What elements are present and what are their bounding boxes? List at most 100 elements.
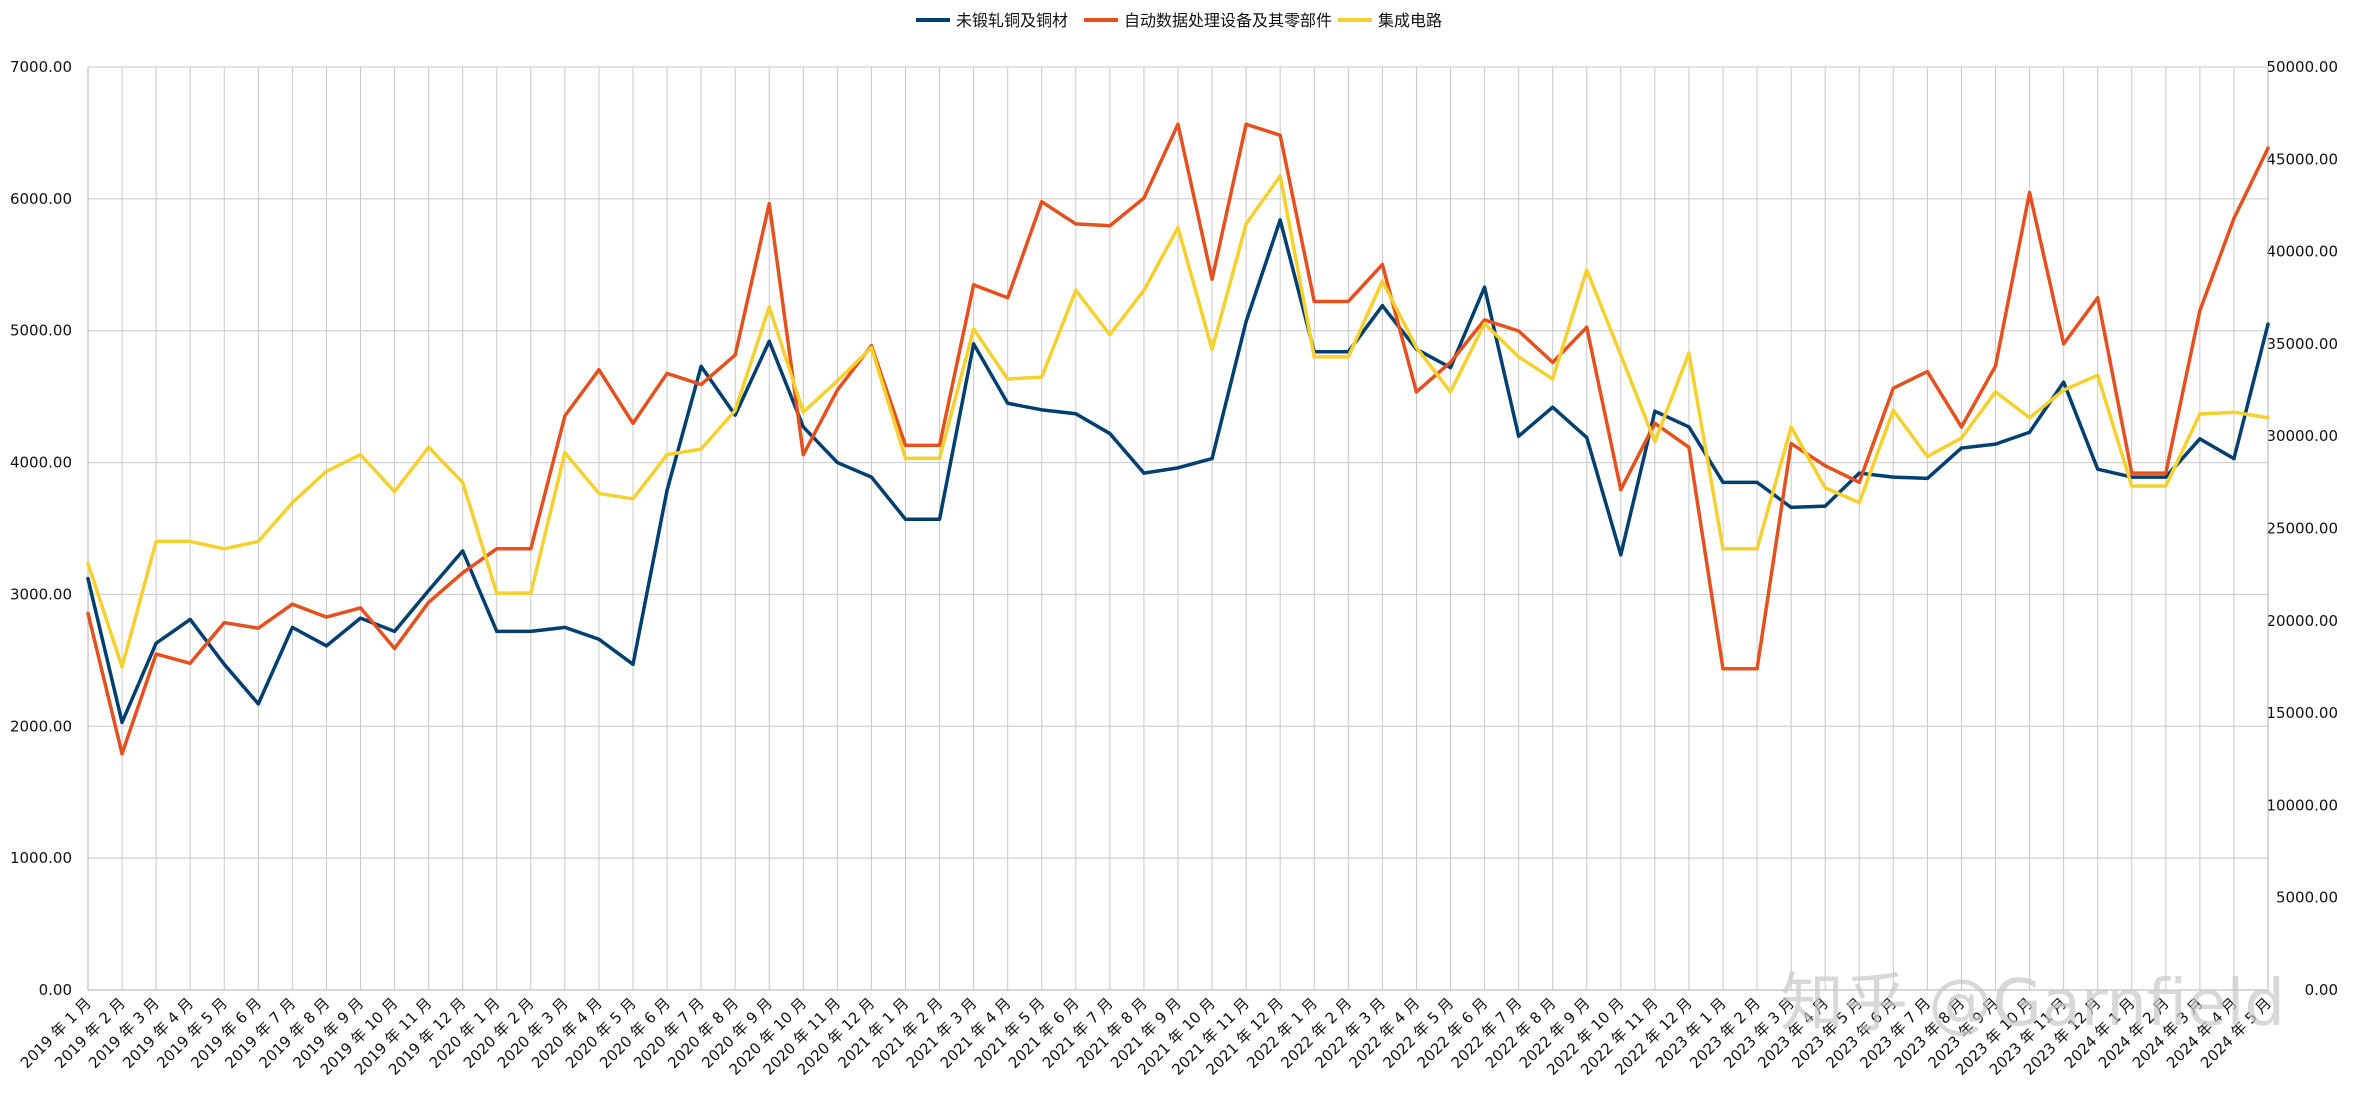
data-point bbox=[358, 616, 363, 620]
data-point bbox=[427, 445, 431, 449]
data-point bbox=[2027, 190, 2032, 195]
y-right-tick-label: 35000.00 bbox=[2266, 335, 2338, 353]
data-point bbox=[290, 625, 294, 629]
data-point bbox=[2027, 430, 2032, 434]
data-point bbox=[461, 571, 465, 575]
data-point bbox=[2096, 373, 2100, 377]
data-point bbox=[120, 665, 124, 669]
data-point bbox=[1142, 288, 1146, 292]
data-point bbox=[427, 588, 431, 593]
data-point bbox=[1108, 431, 1112, 436]
legend-label: 未锻轧铜及铜材 bbox=[956, 11, 1068, 30]
data-point bbox=[392, 489, 397, 494]
data-point bbox=[665, 371, 669, 376]
data-point bbox=[1721, 547, 1725, 551]
data-point bbox=[869, 345, 874, 350]
data-point bbox=[358, 606, 363, 610]
data-point bbox=[495, 547, 499, 551]
data-point bbox=[290, 501, 294, 505]
watermark-text: 知乎 @Garnfield bbox=[1780, 967, 2285, 1041]
data-point bbox=[1108, 333, 1112, 337]
data-point bbox=[1040, 408, 1044, 412]
y-left-tick-label: 5000.00 bbox=[10, 322, 72, 340]
data-point bbox=[1857, 471, 1861, 475]
data-point bbox=[1619, 353, 1623, 357]
data-point bbox=[1346, 355, 1350, 359]
data-point bbox=[1380, 304, 1384, 308]
data-point bbox=[801, 410, 805, 414]
data-point bbox=[1414, 390, 1419, 394]
data-point bbox=[2164, 484, 2168, 488]
data-point bbox=[1823, 504, 1827, 508]
data-point bbox=[835, 388, 839, 392]
data-point bbox=[1210, 457, 1214, 461]
data-point bbox=[461, 549, 465, 553]
data-point bbox=[120, 720, 124, 724]
data-point bbox=[767, 339, 771, 343]
data-point bbox=[222, 621, 226, 625]
data-point bbox=[699, 382, 703, 387]
gridlines bbox=[87, 66, 2269, 991]
legend-label: 自动数据处理设备及其零部件 bbox=[1124, 11, 1332, 30]
data-point bbox=[767, 305, 771, 309]
data-point bbox=[1857, 501, 1861, 505]
y-right-tick-label: 10000.00 bbox=[2266, 796, 2338, 814]
data-point bbox=[2232, 457, 2236, 461]
y-left-tick-label: 0.00 bbox=[39, 981, 72, 999]
data-point bbox=[972, 327, 976, 331]
data-point bbox=[1891, 408, 1895, 412]
data-point bbox=[597, 637, 601, 641]
y-right-tick-label: 50000.00 bbox=[2266, 58, 2338, 76]
data-point bbox=[2198, 437, 2202, 441]
data-point bbox=[1789, 441, 1793, 446]
data-point bbox=[1517, 434, 1521, 438]
data-point bbox=[972, 342, 976, 346]
data-point bbox=[1006, 401, 1010, 405]
data-point bbox=[2232, 410, 2236, 414]
data-point bbox=[1380, 279, 1384, 283]
y-right-tick-label: 25000.00 bbox=[2266, 520, 2338, 538]
data-point bbox=[1244, 222, 1248, 226]
data-point bbox=[1925, 476, 1929, 480]
data-point bbox=[1823, 486, 1827, 490]
data-point bbox=[597, 368, 601, 372]
data-point bbox=[1687, 445, 1691, 449]
data-point bbox=[1585, 325, 1589, 329]
data-point bbox=[937, 517, 942, 521]
data-point bbox=[2062, 342, 2066, 346]
data-point bbox=[1074, 288, 1078, 292]
data-point bbox=[1244, 122, 1248, 126]
data-point bbox=[1176, 226, 1180, 230]
data-point bbox=[631, 421, 635, 425]
data-point bbox=[903, 517, 908, 521]
data-point bbox=[1517, 329, 1521, 333]
data-point bbox=[733, 413, 737, 417]
data-point bbox=[392, 629, 397, 633]
data-point bbox=[801, 453, 805, 457]
data-point bbox=[1925, 369, 1929, 374]
data-point bbox=[665, 453, 669, 457]
data-point bbox=[1789, 425, 1793, 429]
data-point bbox=[2266, 146, 2270, 150]
data-point bbox=[2164, 475, 2168, 479]
y-right-tick-label: 30000.00 bbox=[2266, 427, 2338, 445]
data-point bbox=[86, 561, 90, 566]
data-point bbox=[222, 662, 226, 666]
data-point bbox=[1346, 299, 1350, 304]
data-point bbox=[563, 451, 567, 455]
data-point bbox=[1653, 409, 1657, 413]
data-point bbox=[1074, 412, 1078, 416]
data-point bbox=[835, 379, 839, 383]
data-point bbox=[1176, 122, 1180, 126]
data-point bbox=[1517, 355, 1521, 359]
data-point bbox=[1721, 480, 1725, 484]
data-point bbox=[1993, 442, 1998, 446]
data-point bbox=[1653, 421, 1657, 425]
data-point bbox=[1210, 277, 1214, 281]
data-point bbox=[1142, 471, 1146, 475]
data-point bbox=[563, 414, 567, 418]
y-left-tick-label: 4000.00 bbox=[10, 454, 72, 472]
data-point bbox=[1448, 360, 1453, 364]
